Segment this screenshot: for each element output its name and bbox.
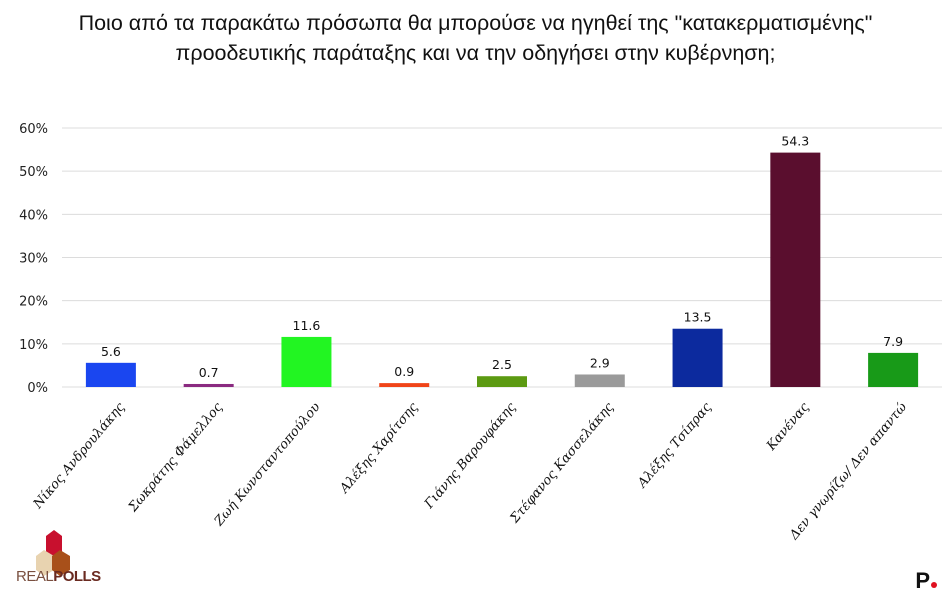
x-tick-label: Ζωή Κωνσταντοπούλου	[211, 400, 323, 530]
x-tick-label: Αλέξης Χαρίτσης	[337, 399, 422, 496]
x-tick-label: Δεν γνωρίζω/ Δεν απαντώ	[786, 400, 910, 544]
data-label: 5.6	[101, 344, 121, 359]
data-label: 54.3	[781, 134, 809, 149]
x-tick-label: Γιάνης Βαρουφάκης	[421, 399, 519, 512]
bar	[770, 152, 821, 387]
title-line-1: Ποιο από τα παρακάτω πρόσωπα θα μπορούσε…	[78, 11, 873, 35]
bar	[281, 336, 332, 387]
y-tick-label: 10%	[19, 338, 48, 353]
data-label: 2.9	[590, 355, 610, 370]
data-label: 11.6	[293, 318, 321, 333]
realpolls-logo-icon	[36, 530, 70, 576]
bar	[672, 328, 723, 387]
data-label: 0.7	[199, 365, 219, 380]
chart-title: Ποιο από τα παρακάτω πρόσωπα θα μπορούσε…	[0, 8, 951, 74]
data-label: 7.9	[883, 334, 903, 349]
x-tick-label: Κανένας	[763, 399, 812, 454]
x-tick-label: Σωκράτης Φάμελλος	[125, 399, 226, 515]
p-logo-letter: P	[915, 568, 930, 593]
x-tick-label: Αλέξης Τσίπρας	[634, 399, 715, 491]
realpolls-logo-text: REALPOLLS	[16, 568, 101, 585]
p-logo: P	[915, 568, 937, 594]
y-tick-label: 50%	[19, 165, 48, 180]
data-label: 2.5	[492, 357, 512, 372]
bar	[574, 374, 625, 387]
title-line-2: προοδευτικής παράταξης και να την οδηγήσ…	[175, 41, 776, 65]
bar	[183, 383, 234, 387]
y-tick-label: 40%	[19, 208, 48, 223]
y-tick-label: 20%	[19, 295, 48, 310]
x-tick-label: Στέφανος Κασσελάκης	[507, 399, 617, 527]
bar	[379, 383, 430, 387]
y-tick-label: 60%	[19, 122, 48, 137]
data-label: 0.9	[394, 364, 414, 379]
y-tick-label: 30%	[19, 252, 48, 267]
x-tick-label: Νίκος Ανδρουλάκης	[30, 399, 128, 512]
bar	[477, 376, 527, 387]
data-label: 13.5	[684, 310, 712, 325]
bar	[868, 352, 919, 387]
y-tick-label: 0%	[27, 381, 48, 396]
bar	[85, 362, 136, 387]
